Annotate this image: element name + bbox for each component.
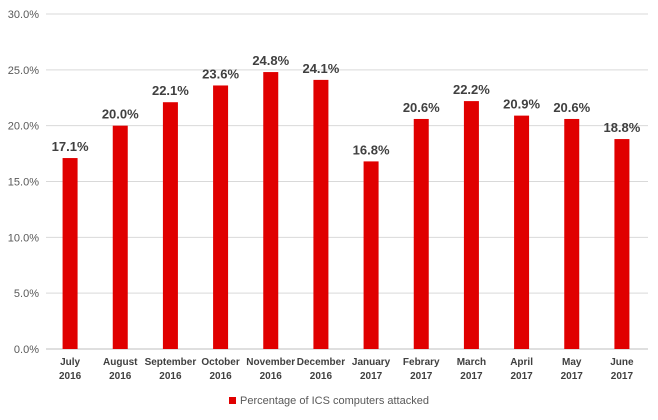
y-tick-label: 5.0%: [14, 288, 39, 300]
data-label: 24.8%: [252, 53, 289, 68]
data-label: 20.6%: [403, 100, 440, 115]
legend-label: Percentage of ICS computers attacked: [240, 395, 429, 407]
bar: [463, 101, 479, 349]
x-tick-label: 2016: [59, 371, 82, 382]
x-tick-label: Febrary: [403, 357, 440, 368]
data-label: 22.2%: [453, 82, 490, 97]
x-tick-label: April: [510, 357, 533, 368]
y-tick-label: 25.0%: [8, 65, 39, 77]
x-tick-label: May: [562, 357, 582, 368]
legend: Percentage of ICS computers attacked: [0, 395, 658, 407]
x-tick-label: 2017: [460, 371, 483, 382]
y-tick-label: 0.0%: [14, 344, 39, 356]
legend-swatch: [229, 396, 237, 404]
x-tick-label: 2017: [510, 371, 533, 382]
y-tick-label: 15.0%: [8, 177, 39, 189]
data-label: 16.8%: [353, 142, 390, 157]
x-tick-label: October: [201, 357, 239, 368]
data-label: 23.6%: [202, 66, 239, 81]
bar: [112, 125, 128, 350]
x-tick-label: June: [610, 357, 634, 368]
x-tick-label: July: [60, 357, 80, 368]
x-tick-label: 2016: [209, 371, 232, 382]
x-tick-label: 2017: [360, 371, 383, 382]
bar: [62, 158, 78, 349]
data-label: 17.1%: [52, 139, 89, 154]
x-tick-label: 2016: [109, 371, 132, 382]
x-tick-label: 2017: [410, 371, 433, 382]
data-label: 24.1%: [302, 61, 339, 76]
x-tick-label: 2017: [561, 371, 584, 382]
bar: [363, 161, 379, 349]
bar: [514, 115, 530, 349]
bar: [413, 118, 429, 349]
bar: [564, 118, 580, 349]
x-tick-label: March: [457, 357, 486, 368]
y-tick-label: 20.0%: [8, 121, 39, 133]
data-label: 20.6%: [553, 100, 590, 115]
data-label: 20.0%: [102, 107, 139, 122]
x-tick-label: September: [145, 357, 197, 368]
data-label: 22.1%: [152, 83, 189, 98]
x-tick-label: 2016: [260, 371, 283, 382]
x-tick-label: November: [246, 357, 295, 368]
y-tick-label: 30.0%: [8, 9, 39, 21]
data-label: 20.9%: [503, 97, 540, 112]
bar: [162, 102, 178, 349]
bar: [263, 72, 279, 350]
data-label: 18.8%: [603, 120, 640, 135]
x-tick-label: August: [103, 357, 138, 368]
bar: [313, 79, 329, 349]
bar: [614, 139, 630, 349]
y-tick-label: 10.0%: [8, 232, 39, 244]
x-tick-label: 2017: [611, 371, 634, 382]
x-tick-label: 2016: [159, 371, 182, 382]
x-tick-label: January: [352, 357, 391, 368]
x-tick-label: December: [297, 357, 345, 368]
bar: [213, 85, 229, 349]
x-tick-label: 2016: [310, 371, 333, 382]
